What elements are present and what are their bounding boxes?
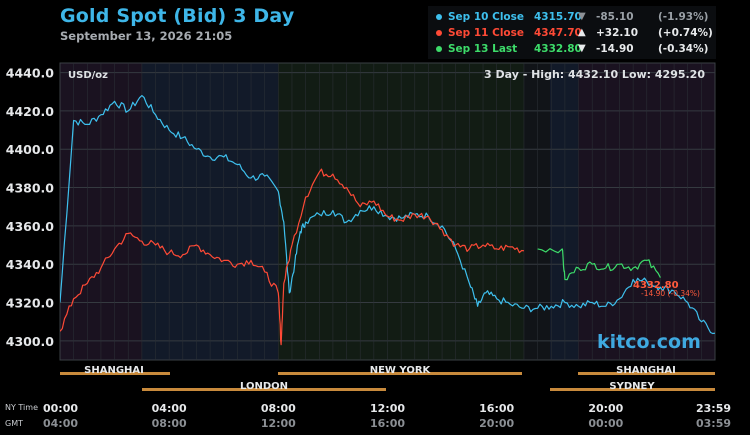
unit-label: USD/oz <box>68 70 108 81</box>
x-tick-ny: 23:59 <box>696 402 731 415</box>
y-tick-label: 4300.0 <box>6 334 55 349</box>
y-axis: 4300.0 4320.0 4340.0 4360.0 4380.0 4400.0 4420… <box>6 66 55 349</box>
legend-price: 4315.70 <box>534 11 582 23</box>
y-tick-label: 4420.0 <box>6 104 55 119</box>
session-bar-sydney <box>550 388 715 391</box>
x-tick-ny: 12:00 <box>370 402 405 415</box>
y-tick-label: 4360.0 <box>6 219 55 234</box>
x-tick-gmt: 00:00 <box>588 417 623 430</box>
series-line <box>537 248 661 281</box>
legend-row-sep13: Sep 13 Last 4332.80 ▼ -14.90 (-0.34%) <box>436 41 716 57</box>
x-tick-ny: 20:00 <box>588 402 623 415</box>
legend-change: -85.10 <box>596 11 634 23</box>
last-change-label: -14.90 (-0.34%) <box>641 289 700 298</box>
series-line <box>60 94 715 335</box>
legend-percent: (-1.93%) <box>658 11 709 23</box>
y-tick-label: 4440.0 <box>6 66 55 81</box>
legend-price: 4332.80 <box>534 43 582 55</box>
x-tick-gmt: 03:59 <box>696 417 731 430</box>
session-shade-sydney <box>550 63 578 360</box>
grid-vertical <box>73 63 702 360</box>
x-tick-ny: 16:00 <box>479 402 514 415</box>
range-stats: 3 Day - High: 4432.10 Low: 4295.20 <box>484 68 705 81</box>
x-tick-gmt: 20:00 <box>479 417 514 430</box>
y-tick-label: 4400.0 <box>6 142 55 157</box>
legend-percent: (+0.74%) <box>658 27 713 39</box>
kitco-logo: kitco.com <box>597 331 701 353</box>
x-tick-gmt: 04:00 <box>43 417 78 430</box>
market-sessions: SHANGHAI NEW YORK SHANGHAI LONDON SYDNEY <box>60 365 715 392</box>
session-bar-shanghai-2 <box>578 372 715 375</box>
session-bar-shanghai <box>60 372 170 375</box>
market-newyork: NEW YORK <box>370 365 432 376</box>
down-arrow-icon: ▼ <box>578 11 586 22</box>
y-tick-label: 4340.0 <box>6 257 55 272</box>
legend-label: Sep 10 Close <box>448 11 525 23</box>
x-tick-ny: 04:00 <box>152 402 187 415</box>
legend-change: -14.90 <box>596 43 634 55</box>
y-tick-label: 4380.0 <box>6 181 55 196</box>
session-shade-closed <box>524 63 550 360</box>
session-bar-london <box>142 388 386 391</box>
legend-row-sep10: Sep 10 Close 4315.70 ▼ -85.10 (-1.93%) <box>436 9 716 25</box>
ny-time-label: NY Time <box>5 403 38 412</box>
up-arrow-icon: ▲ <box>578 27 586 38</box>
last-price-label: 4332.80 <box>633 280 679 291</box>
gmt-label: GMT <box>5 419 23 428</box>
chart-title: Gold Spot (Bid) 3 Day <box>60 5 295 27</box>
x-tick-gmt: 08:00 <box>152 417 187 430</box>
x-tick-ny: 08:00 <box>261 402 296 415</box>
legend-percent: (-0.34%) <box>658 43 709 55</box>
session-bar-newyork <box>278 372 522 375</box>
legend-change: +32.10 <box>596 27 639 39</box>
legend-dot <box>436 14 442 20</box>
market-london: LONDON <box>240 381 288 392</box>
legend-label: Sep 11 Close <box>448 27 525 39</box>
legend: Sep 10 Close 4315.70 ▼ -85.10 (-1.93%) S… <box>428 6 716 59</box>
legend-dot <box>436 30 442 36</box>
market-sydney: SYDNEY <box>609 381 655 392</box>
x-axis: 00:00 04:00 04:00 08:00 08:00 12:00 12:00 16:00… <box>43 402 731 430</box>
legend-price: 4347.70 <box>534 27 582 39</box>
series-lines <box>60 94 715 346</box>
legend-label: Sep 13 Last <box>448 43 518 55</box>
series-line <box>60 168 525 346</box>
down-arrow-icon: ▼ <box>578 43 586 54</box>
chart-timestamp: September 13, 2026 21:05 <box>60 29 233 43</box>
y-tick-label: 4320.0 <box>6 296 55 311</box>
market-shanghai: SHANGHAI <box>84 365 144 376</box>
x-tick-ny: 00:00 <box>43 402 78 415</box>
market-shanghai-2: SHANGHAI <box>616 365 676 376</box>
legend-row-sep11: Sep 11 Close 4347.70 ▲ +32.10 (+0.74%) <box>436 25 716 41</box>
legend-dot <box>436 46 442 52</box>
x-tick-gmt: 16:00 <box>370 417 405 430</box>
x-tick-gmt: 12:00 <box>261 417 296 430</box>
